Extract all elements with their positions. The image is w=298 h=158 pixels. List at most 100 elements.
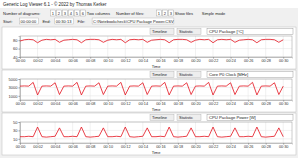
toolbar-field[interactable]: C:\Notebookcheck\CPU Package Power.CSV xyxy=(93,19,174,24)
tick-label: 00:14 xyxy=(139,145,149,149)
series-select[interactable] xyxy=(207,72,293,78)
tick-label: 00:06 xyxy=(68,59,78,63)
toolbar-button[interactable] xyxy=(168,10,173,16)
axis-title: Time xyxy=(152,64,162,69)
axis-line xyxy=(19,123,21,144)
toolbar-button[interactable] xyxy=(162,10,167,16)
toolbar-button[interactable] xyxy=(50,10,55,16)
series-select[interactable] xyxy=(207,115,293,121)
tick-label: 00:18 xyxy=(174,102,184,106)
grid-line xyxy=(213,36,214,57)
tick-label: 00:18 xyxy=(174,59,184,63)
axis-title: Time xyxy=(152,150,162,155)
series-line xyxy=(20,39,283,42)
tick: 00:24 xyxy=(226,100,236,106)
toolbar-button[interactable] xyxy=(68,10,73,16)
toolbar-item[interactable]: 2 xyxy=(58,11,61,16)
toolbar-item[interactable]: 3 xyxy=(170,11,173,16)
tick-label: 00:10 xyxy=(103,59,113,63)
input-box[interactable] xyxy=(92,18,174,24)
tick: 00:20 xyxy=(191,143,201,149)
panel-button-text[interactable]: Statistic xyxy=(179,29,193,34)
grid-line xyxy=(37,79,38,100)
tick-label: 00:04 xyxy=(51,59,61,63)
toolbar-item[interactable]: Two columns xyxy=(87,11,110,16)
panel-button[interactable] xyxy=(150,115,174,121)
axis-line xyxy=(19,37,21,58)
x-axis: 00:0000:0200:0400:0600:0800:1000:1200:14… xyxy=(16,100,293,106)
toolbar-button[interactable] xyxy=(80,10,85,16)
toolbar-item[interactable]: 2 xyxy=(164,11,167,16)
panel-button-text[interactable]: Timeline xyxy=(152,115,168,120)
toolbar-field[interactable]: 00:00:00 xyxy=(21,19,37,24)
tick-label: 00:22 xyxy=(209,102,219,106)
tick-label: 00:06 xyxy=(68,102,78,106)
tick-label: 00:22 xyxy=(209,59,219,63)
tick: 00:30 xyxy=(279,57,289,63)
panel-button-text[interactable]: Statistic xyxy=(179,72,193,77)
panel-button[interactable] xyxy=(177,29,201,35)
tick: 00:10 xyxy=(103,57,113,63)
tick-label: 00:02 xyxy=(33,59,43,63)
grid-line xyxy=(283,122,284,143)
panel-button-text[interactable]: Statistic xyxy=(179,115,193,120)
panel-button[interactable] xyxy=(177,72,201,78)
tick: 00:02 xyxy=(33,100,43,106)
tick: 00:26 xyxy=(244,100,254,106)
panel-button[interactable] xyxy=(177,115,201,121)
chart-title[interactable]: CPU Package [°C] xyxy=(209,29,244,34)
window-title: Generic Log Viewer 6.1 - © 2022 by Thoma… xyxy=(3,1,107,7)
panel-button[interactable] xyxy=(150,29,174,35)
series-select[interactable] xyxy=(207,29,293,35)
tick: 00:20 xyxy=(191,100,201,106)
toolbar-item[interactable]: 1 xyxy=(52,11,55,16)
input-box[interactable] xyxy=(55,18,74,24)
grid-line xyxy=(37,122,38,143)
chart-title[interactable]: Core P0 Clock [MHz] xyxy=(209,72,248,77)
grid-line xyxy=(265,122,266,143)
toolbar-item[interactable]: Number of diagrams: xyxy=(3,11,40,16)
tick: 00:00 xyxy=(16,143,26,149)
toolbar-button[interactable] xyxy=(74,10,79,16)
tick-label: 00:02 xyxy=(33,145,43,149)
tick-label: 00:02 xyxy=(33,102,43,106)
tick-label: 00:04 xyxy=(51,102,61,106)
panel: Timeline Statistic CPU Package Power [W] 00… xyxy=(2,113,296,155)
tick: 00:18 xyxy=(174,100,184,106)
toolbar-button[interactable] xyxy=(56,10,61,16)
toolbar-item[interactable]: 3 xyxy=(64,11,67,16)
toolbar-item[interactable]: 4 xyxy=(70,11,73,16)
grid-line xyxy=(20,87,292,88)
grid-line xyxy=(90,122,91,143)
input-box[interactable] xyxy=(20,18,39,24)
tick-label: 00:12 xyxy=(121,145,131,149)
tick: 10 xyxy=(13,137,20,142)
tick: 00:26 xyxy=(244,57,254,63)
tick-label: 00:24 xyxy=(226,59,236,63)
grid-line xyxy=(72,79,73,100)
toolbar-item[interactable]: Number of files: xyxy=(116,11,144,16)
tick: 00:30 xyxy=(279,100,289,106)
toolbar-item[interactable]: 1 xyxy=(158,11,161,16)
chart-title[interactable]: CPU Package Power [W] xyxy=(209,115,256,120)
grid-line xyxy=(195,122,196,143)
tick: 00:14 xyxy=(139,57,149,63)
toolbar-item[interactable]: Simple mode xyxy=(202,11,226,16)
toolbar-button[interactable] xyxy=(62,10,67,16)
tick-label: 00:20 xyxy=(191,145,201,149)
panel-button-text[interactable]: Timeline xyxy=(152,72,168,77)
panel-button[interactable] xyxy=(150,72,174,78)
toolbar-field[interactable]: 00:30:13 xyxy=(56,19,72,24)
toolbar-button[interactable] xyxy=(156,10,161,16)
tick: 00:08 xyxy=(86,100,96,106)
grid-line xyxy=(125,36,126,57)
toolbar-item[interactable]: 6 xyxy=(82,11,85,16)
tick: 00:00 xyxy=(16,100,26,106)
series-group xyxy=(20,39,283,42)
toolbar-item[interactable]: Show files xyxy=(175,11,193,16)
axis-line xyxy=(19,80,21,101)
toolbar-item[interactable]: 5 xyxy=(76,11,79,16)
tick: 40 xyxy=(13,55,20,60)
tick-label: 00:30 xyxy=(279,59,289,63)
panel-button-text[interactable]: Timeline xyxy=(152,29,168,34)
